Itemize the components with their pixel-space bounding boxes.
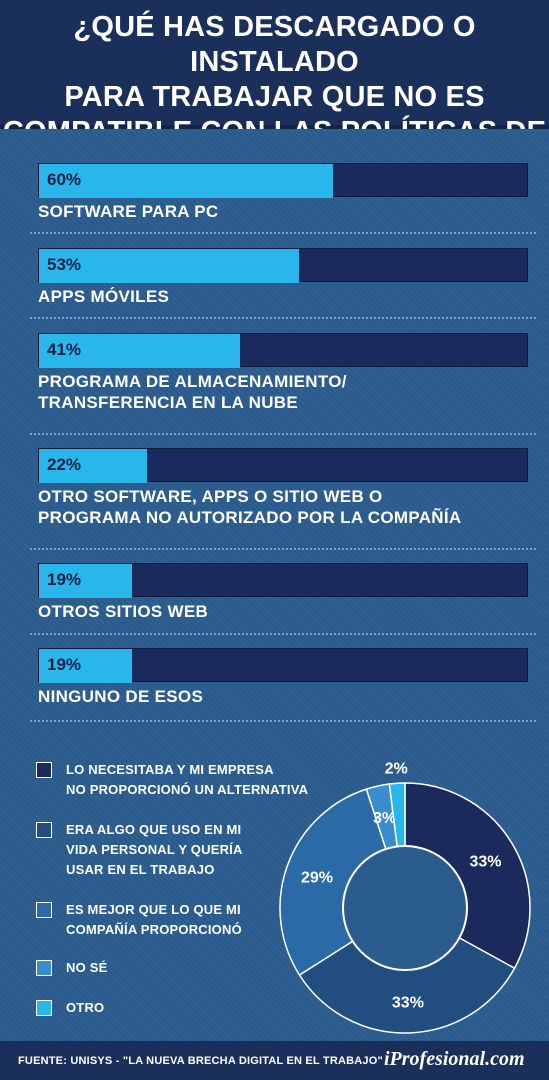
dotted-divider bbox=[30, 232, 536, 234]
legend-label-line: OTRO bbox=[66, 1000, 105, 1015]
bar-category-label: OTROS SITIOS WEB bbox=[38, 601, 538, 622]
bar bbox=[39, 334, 240, 368]
legend-label: OTRO bbox=[66, 998, 316, 1018]
bar-track: 41% bbox=[38, 333, 528, 368]
title-line-1: ¿QUÉ HAS DESCARGADO O INSTALADO bbox=[73, 11, 476, 78]
legend-label: ERA ALGO QUE USO EN MI VIDA PERSONAL Y QU… bbox=[66, 820, 316, 880]
bar-category-label: SOFTWARE PARA PC bbox=[38, 201, 538, 222]
bar-category-label: PROGRAMA DE ALMACENAMIENTO/TRANSFERENCIA… bbox=[38, 371, 538, 413]
bar-category-label: NINGUNO DE ESOS bbox=[38, 686, 538, 707]
bar-category-line: TRANSFERENCIA EN LA NUBE bbox=[38, 393, 298, 412]
legend-label: ES MEJOR QUE LO QUE MI COMPAÑÍA PROPORCIO… bbox=[66, 900, 316, 940]
brand-logo: iProfesional.com bbox=[384, 1048, 525, 1070]
bar bbox=[39, 164, 333, 198]
bar-value-label: 19% bbox=[47, 570, 82, 589]
legend-label-line: VIDA PERSONAL Y QUERÍA bbox=[66, 842, 243, 857]
bar-category-line: SOFTWARE PARA PC bbox=[38, 202, 219, 221]
bar-category-line: PROGRAMA NO AUTORIZADO POR LA COMPAÑÍA bbox=[38, 508, 462, 527]
bar bbox=[39, 564, 132, 598]
bar-track: 19% bbox=[38, 648, 528, 683]
bar-category-label: APPS MÓVILES bbox=[38, 286, 538, 307]
bar-value-label: 22% bbox=[47, 455, 82, 474]
bar bbox=[39, 449, 147, 483]
bar-category-line: NINGUNO DE ESOS bbox=[38, 687, 204, 706]
dotted-divider bbox=[30, 720, 536, 722]
title-band bbox=[0, 0, 549, 129]
bar-track: 60% bbox=[38, 163, 528, 198]
bar bbox=[39, 649, 132, 683]
bar-track: 53% bbox=[38, 248, 528, 283]
legend-label-line: LO NECESITABA Y MI EMPRESA bbox=[66, 762, 274, 777]
bar-category-line: OTRO SOFTWARE, APPS O SITIO WEB O bbox=[38, 487, 383, 506]
bar-category-line: OTROS SITIOS WEB bbox=[38, 602, 209, 621]
dotted-divider bbox=[30, 317, 536, 319]
title-line-2: PARA TRABAJAR QUE NO ES bbox=[64, 81, 485, 113]
bar-value-label: 60% bbox=[47, 170, 82, 189]
legend-label: LO NECESITABA Y MI EMPRESA NO PROPORCIONÓ… bbox=[66, 760, 316, 800]
donut-chart: 33% 33% 29% 3% 2% bbox=[279, 760, 531, 1034]
pie-value-label: 29% bbox=[301, 869, 333, 886]
bar-value-label: 41% bbox=[47, 340, 82, 359]
pie-value-label: 3% bbox=[373, 810, 396, 827]
legend-label-line: ES MEJOR QUE LO QUE MI bbox=[66, 902, 241, 917]
legend-label-line: NO SÉ bbox=[66, 960, 108, 975]
bar-category-line: APPS MÓVILES bbox=[38, 287, 170, 306]
bar-category-label: OTRO SOFTWARE, APPS O SITIO WEB O PROGRAM… bbox=[38, 486, 538, 528]
legend-swatch bbox=[36, 822, 52, 838]
legend-label-line: USAR EN EL TRABAJO bbox=[66, 862, 215, 877]
pie-value-label: 33% bbox=[392, 994, 424, 1011]
dotted-divider bbox=[30, 633, 536, 635]
legend-swatch bbox=[36, 762, 52, 778]
donut-hole bbox=[342, 845, 468, 971]
legend-swatch bbox=[36, 902, 52, 918]
pie-value-label: 2% bbox=[385, 760, 408, 777]
legend-label-line: NO PROPORCIONÓ UN ALTERNATIVA bbox=[66, 782, 309, 797]
dotted-divider bbox=[30, 548, 536, 550]
legend-swatch bbox=[36, 960, 52, 976]
bar-value-label: 19% bbox=[47, 655, 82, 674]
bar-track: 19% bbox=[38, 563, 528, 598]
dotted-divider bbox=[30, 433, 536, 435]
bar bbox=[39, 249, 299, 283]
source-note: FUENTE: UNISYS - "LA NUEVA BRECHA DIGITA… bbox=[18, 1055, 383, 1067]
pie-value-label: 33% bbox=[469, 853, 501, 870]
footer-band bbox=[0, 1041, 549, 1080]
legend-swatch bbox=[36, 1000, 52, 1016]
legend-label-line: COMPAÑÍA PROPORCIONÓ bbox=[66, 922, 242, 937]
bar-category-line: PROGRAMA DE ALMACENAMIENTO/ bbox=[38, 372, 347, 391]
bar-track: 22% bbox=[38, 448, 528, 483]
bar-value-label: 53% bbox=[47, 255, 82, 274]
legend-label: NO SÉ bbox=[66, 958, 316, 978]
legend-label-line: ERA ALGO QUE USO EN MI bbox=[66, 822, 242, 837]
